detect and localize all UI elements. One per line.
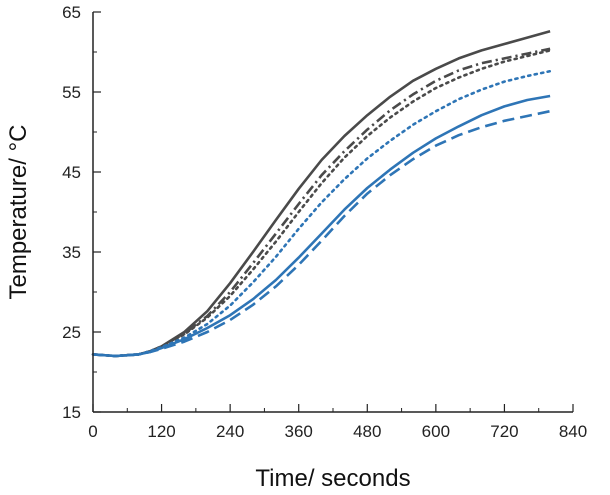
x-tick-label: 840 bbox=[559, 422, 587, 441]
y-axis-title: Temperature/ °C bbox=[5, 125, 32, 300]
series-line-6 bbox=[92, 109, 551, 358]
y-tick-label: 65 bbox=[62, 3, 81, 22]
y-tick-label: 15 bbox=[62, 403, 81, 422]
y-tick-label: 35 bbox=[62, 243, 81, 262]
x-tick-label: 600 bbox=[422, 422, 450, 441]
x-tick-label: 360 bbox=[285, 422, 313, 441]
axes-layer: 0 120 240 360 480 600 720 840 15 25 35 45 55 65 bbox=[62, 3, 587, 441]
x-axis-title: Time/ seconds bbox=[255, 465, 410, 492]
series-line-1 bbox=[92, 29, 551, 358]
series-line-4 bbox=[91, 69, 552, 358]
series-line-2 bbox=[92, 47, 551, 358]
x-tick-label: 720 bbox=[490, 422, 518, 441]
y-tick-label: 45 bbox=[62, 163, 81, 182]
series-layer bbox=[91, 29, 552, 358]
x-tick-label: 120 bbox=[147, 422, 175, 441]
y-tick-label: 55 bbox=[62, 83, 81, 102]
y-tick-label: 25 bbox=[62, 323, 81, 342]
series-line-5 bbox=[92, 94, 551, 358]
series-line-3 bbox=[91, 49, 552, 358]
x-tick-label: 0 bbox=[88, 422, 97, 441]
x-tick-label: 480 bbox=[353, 422, 381, 441]
x-tick-label: 240 bbox=[216, 422, 244, 441]
